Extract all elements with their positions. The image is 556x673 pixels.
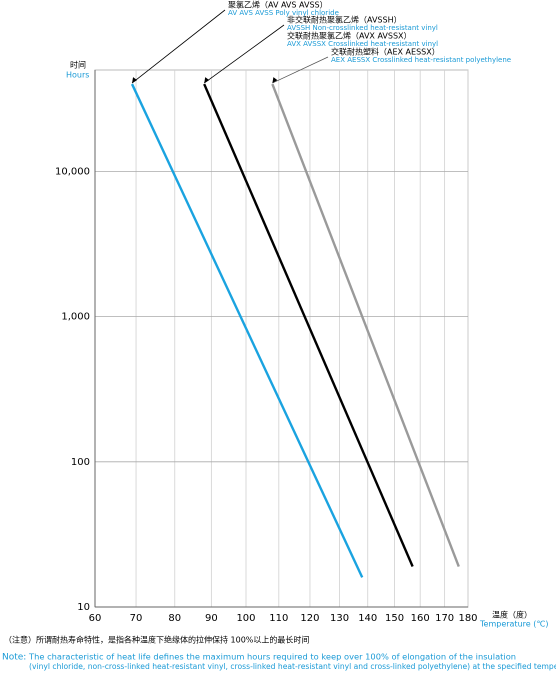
- note-label: Note:: [2, 653, 26, 663]
- series-label: 非交联耐热聚氯乙烯（AVSSH）: [287, 15, 402, 25]
- series-label: 交联耐热塑料（AEX AESSX）: [331, 47, 440, 57]
- plot-frame: [94, 69, 469, 608]
- x-tick-label: 160: [411, 613, 430, 624]
- x-tick-label: 70: [130, 613, 143, 624]
- leader-line: [272, 56, 329, 84]
- x-tick-label: 120: [300, 613, 319, 624]
- series-line: [271, 83, 460, 567]
- y-tick-label: 10,000: [55, 166, 90, 177]
- y-axis-label: 时间: [70, 60, 86, 70]
- arrow-head: [272, 77, 278, 84]
- note-zh: （注意）所谓耐热寿命特性，是指各种温度下绝缘体的拉伸保持 100%以上的最长时间: [4, 635, 309, 645]
- arrow-head: [132, 77, 138, 84]
- series-label-en: AEX AESSX Crosslinked heat-resistant pol…: [331, 56, 511, 64]
- x-axis-label-en: Temperature (℃): [479, 620, 548, 629]
- leader-line: [131, 9, 226, 84]
- x-tick-label: 60: [89, 613, 102, 624]
- x-tick-label: 140: [358, 613, 377, 624]
- series-label-en: AVX AVSSX Crosslinked heat-resistant vin…: [287, 40, 438, 48]
- series-label-en: AVSSH Non-crosslinked heat-resistant vin…: [287, 24, 438, 32]
- x-tick-label: 130: [330, 613, 349, 624]
- x-tick-label: 110: [269, 613, 288, 624]
- x-tick-label: 90: [205, 613, 218, 624]
- arrow-head: [204, 77, 210, 84]
- y-tick-label: 100: [71, 457, 90, 468]
- y-axis-label-en: Hours: [66, 71, 89, 80]
- x-tick-label: 180: [458, 613, 477, 624]
- x-tick-label: 100: [236, 613, 255, 624]
- series-line: [203, 83, 414, 568]
- series-label: 聚氯乙烯（AV AVS AVSS）: [228, 0, 328, 10]
- note-en: The characteristic of heat life defines …: [28, 652, 516, 662]
- leader-line: [203, 24, 285, 84]
- y-tick-label: 10: [77, 602, 90, 613]
- series-line: [130, 83, 364, 578]
- series-label: 交联耐热聚氯乙烯（AVX AVSSX）: [287, 31, 412, 41]
- series-label-en: AV AVS AVSS Poly vinyl chloride: [228, 9, 339, 17]
- note-en: (vinyl chloride, non-cross-linked heat-r…: [29, 662, 556, 671]
- x-tick-label: 170: [435, 613, 454, 624]
- y-tick-label: 1,000: [61, 312, 90, 323]
- x-tick-label: 80: [168, 613, 181, 624]
- x-tick-label: 150: [385, 613, 404, 624]
- x-axis-label: 温度（度）: [492, 610, 532, 620]
